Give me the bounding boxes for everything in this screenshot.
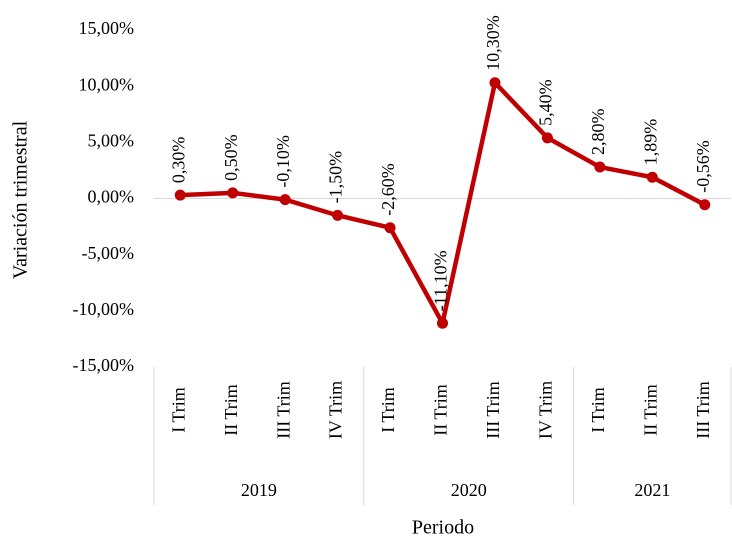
x-group-label: 2019 — [241, 480, 277, 500]
data-label: -2,60% — [378, 163, 398, 216]
y-tick-label: 5,00% — [88, 130, 135, 150]
data-label: -0,10% — [273, 135, 293, 188]
y-tick-label: -15,00% — [73, 355, 135, 375]
data-label: 2,80% — [588, 109, 608, 156]
data-label: 5,40% — [536, 79, 556, 126]
data-label: -1,50% — [326, 151, 346, 204]
x-tick-label: III Trim — [483, 381, 503, 439]
y-tick-label: -5,00% — [82, 243, 135, 263]
data-point — [437, 317, 448, 329]
y-axis-title: Variación trimestral — [10, 120, 32, 279]
data-label: -11,10% — [431, 250, 451, 311]
x-group-label: 2020 — [451, 480, 487, 500]
data-label: -0,56% — [693, 140, 713, 193]
x-tick-label: II Trim — [221, 384, 241, 436]
y-tick-label: 0,00% — [88, 187, 135, 207]
x-group-label: 2021 — [634, 480, 670, 500]
data-label: 10,30% — [483, 15, 503, 71]
x-tick-label: IV Trim — [536, 381, 556, 439]
y-tick-label: 10,00% — [79, 74, 135, 94]
data-point — [699, 199, 711, 211]
x-tick-label: II Trim — [640, 384, 660, 436]
x-tick-label: I Trim — [588, 387, 608, 433]
data-label: 0,50% — [221, 134, 241, 181]
y-tick-label: 15,00% — [79, 18, 135, 38]
data-label: 0,30% — [168, 137, 188, 184]
data-point — [227, 187, 239, 199]
x-tick-label: III Trim — [693, 381, 713, 439]
data-point — [541, 132, 553, 144]
data-point — [332, 209, 344, 221]
y-tick-label: -10,00% — [73, 299, 135, 319]
data-point — [489, 77, 501, 89]
x-tick-label: I Trim — [378, 387, 398, 433]
data-point — [384, 222, 396, 234]
data-point — [646, 171, 658, 183]
data-point — [594, 161, 606, 173]
x-tick-label: II Trim — [431, 384, 451, 436]
data-point — [174, 189, 186, 201]
data-label: 1,89% — [640, 119, 660, 166]
x-axis-title: Periodo — [412, 517, 474, 539]
x-tick-label: IV Trim — [326, 381, 346, 439]
x-tick-label: I Trim — [168, 387, 188, 433]
x-tick-label: III Trim — [273, 381, 293, 439]
data-point — [279, 194, 291, 206]
